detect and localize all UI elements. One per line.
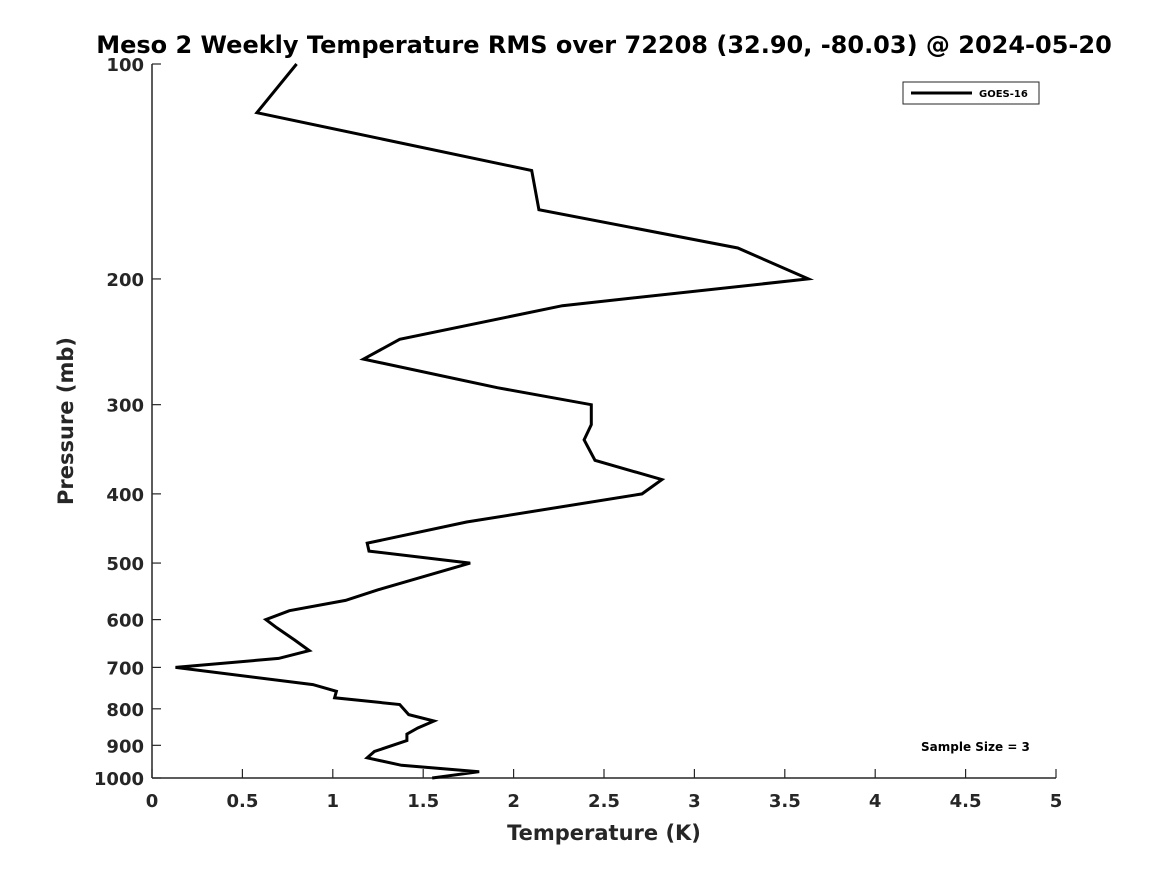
- x-tick-label: 0: [146, 791, 159, 812]
- y-tick-label: 1000: [94, 769, 144, 790]
- x-tick-label: 4: [869, 791, 882, 812]
- y-tick-label: 700: [106, 658, 144, 679]
- x-tick-label: 2: [507, 791, 520, 812]
- x-tick-label: 4.5: [950, 791, 982, 812]
- y-tick-label: 900: [106, 736, 144, 757]
- x-tick-label: 5: [1050, 791, 1063, 812]
- y-tick-label: 500: [106, 554, 144, 575]
- x-tick-label: 1: [327, 791, 340, 812]
- y-tick-label: 100: [106, 55, 144, 76]
- x-ticks: 0 0.5 1 1.5 2 2.5 3 3.5 4 4.5 5: [146, 769, 1063, 812]
- x-axis-label: Temperature (K): [507, 821, 701, 845]
- x-tick-label: 3.5: [769, 791, 801, 812]
- y-tick-label: 400: [106, 485, 144, 506]
- y-tick-label: 800: [106, 700, 144, 721]
- x-tick-label: 3: [688, 791, 701, 812]
- x-tick-label: 2.5: [588, 791, 620, 812]
- legend: GOES-16: [902, 81, 1040, 105]
- y-tick-label: 200: [106, 270, 144, 291]
- legend-entry-goes-16: GOES-16: [979, 89, 1028, 100]
- y-axis-label: Pressure (mb): [54, 337, 78, 505]
- chart-title: Meso 2 Weekly Temperature RMS over 72208…: [96, 31, 1112, 59]
- y-tick-label: 600: [106, 611, 144, 632]
- y-tick-label: 300: [106, 396, 144, 417]
- series-line-goes-16: [175, 63, 815, 780]
- x-tick-label: 1.5: [407, 791, 439, 812]
- x-tick-label: 0.5: [226, 791, 258, 812]
- y-ticks: 100 200 300 400 500 600 700 800 900 1000: [94, 55, 161, 790]
- sample-size-annotation: Sample Size = 3: [921, 740, 1030, 754]
